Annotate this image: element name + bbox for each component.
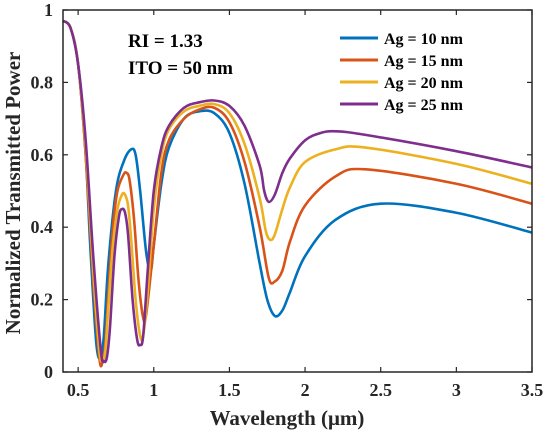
annotation-ri: RI = 1.33 <box>128 31 203 52</box>
legend-item-ag-25: Ag = 25 nm <box>340 97 464 114</box>
y-tick-label: 0.6 <box>31 145 54 165</box>
y-tick-label: 1 <box>44 0 53 20</box>
legend-label: Ag = 15 nm <box>384 53 464 70</box>
legend-label: Ag = 20 nm <box>384 75 464 92</box>
annotation-ito: ITO = 50 nm <box>128 58 233 79</box>
series-line-3 <box>62 19 533 364</box>
legend-item-ag-15: Ag = 15 nm <box>340 53 464 70</box>
x-tick-label: 3 <box>452 380 461 400</box>
legend-item-ag-10: Ag = 10 nm <box>340 31 464 48</box>
series-lines <box>62 19 533 368</box>
x-tick-label: 2.5 <box>369 380 392 400</box>
y-tick-label: 0.8 <box>31 72 54 92</box>
y-axis-label: Normalized Transmitted Power <box>1 52 25 335</box>
legend-label: Ag = 25 nm <box>384 97 464 114</box>
x-tick-label: 3.5 <box>521 380 544 400</box>
y-tick-label: 0.4 <box>31 217 54 237</box>
x-tick-label: 2 <box>301 380 310 400</box>
x-tick-label: 1 <box>149 380 158 400</box>
x-axis-label: Wavelength (μm) <box>210 406 365 430</box>
axes-box <box>62 9 533 373</box>
y-tick-label: 0 <box>44 362 53 382</box>
y-tick-label: 0.2 <box>31 290 54 310</box>
axis-ticks: 0.5 1 1.5 2 2.5 3 3.5 0 0.2 0.4 0.6 0.8 1 <box>31 0 544 400</box>
x-tick-label: 1.5 <box>218 380 241 400</box>
legend: Ag = 10 nm Ag = 15 nm Ag = 20 nm Ag = 25… <box>340 31 464 114</box>
x-tick-label: 0.5 <box>67 380 90 400</box>
plot-area: 0.5 1 1.5 2 2.5 3 3.5 0 0.2 0.4 0.6 0.8 1 <box>31 0 544 400</box>
legend-item-ag-20: Ag = 20 nm <box>340 75 464 92</box>
legend-label: Ag = 10 nm <box>384 31 464 48</box>
